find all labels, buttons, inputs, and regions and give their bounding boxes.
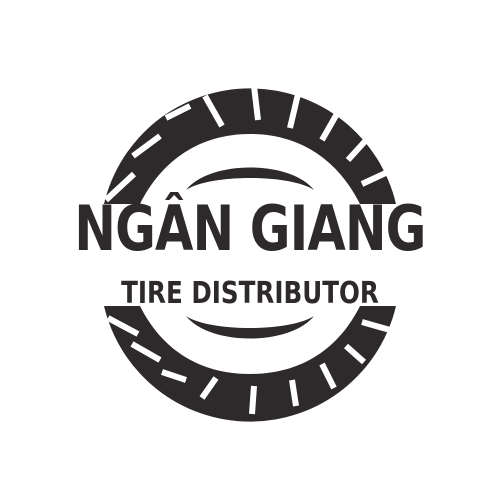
brand-tagline: TIRE DISTRIBUTOR (121, 276, 379, 311)
brand-name: NGÂN GIANG (74, 192, 426, 265)
